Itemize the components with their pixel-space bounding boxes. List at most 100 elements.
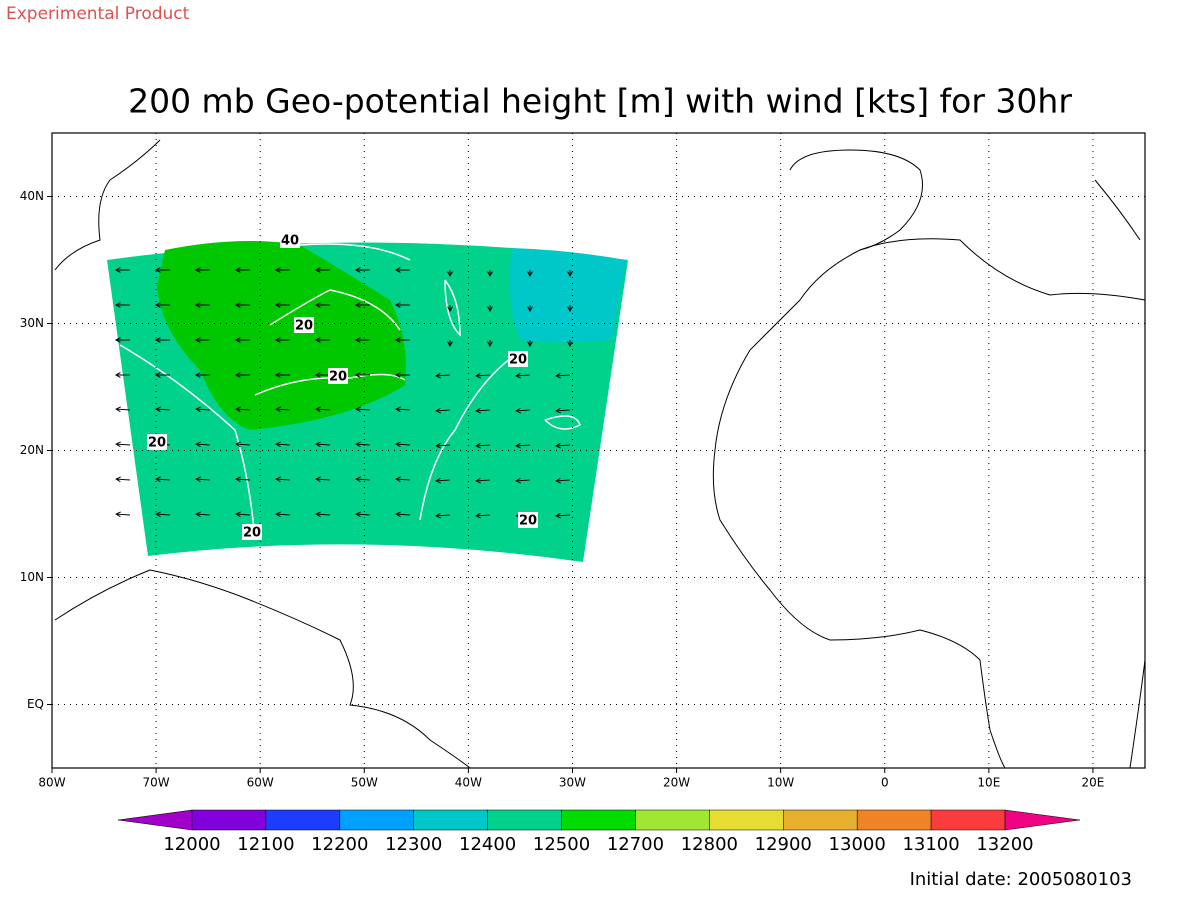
contour-label: 20 — [295, 319, 313, 334]
map-title: 200 mb Geo-potential height [m] with win… — [128, 82, 1072, 121]
wind-arrow — [115, 476, 131, 483]
colorbar-box — [635, 809, 710, 831]
plot-area: 40 20 20 20 20 20 20 — [47, 132, 1146, 773]
wind-arrow — [235, 441, 251, 448]
wind-arrow — [115, 441, 131, 448]
contour-label: 40 — [281, 234, 299, 249]
colorbar-box — [339, 809, 414, 831]
contour-label: 20 — [329, 370, 347, 385]
wind-arrow — [154, 372, 170, 378]
graticule — [47, 133, 1145, 773]
colorbar-triangle — [1004, 809, 1081, 831]
wind-arrow — [234, 337, 250, 343]
wind-arrow — [195, 441, 211, 448]
wind-arrow — [314, 337, 330, 343]
colorbar-label: 12900 — [755, 834, 812, 855]
wind-arrow — [235, 406, 251, 413]
initial-date: Initial date: 2005080103 — [910, 869, 1132, 890]
contour-label-box — [280, 232, 300, 248]
wind-arrow — [354, 372, 370, 378]
wind-arrow — [114, 302, 130, 308]
contour-label: 20 — [243, 526, 261, 541]
wind-arrow — [114, 337, 130, 343]
x-tick-label: 40W — [455, 776, 482, 790]
wind-arrow — [354, 337, 370, 343]
contour-label-box — [147, 434, 167, 450]
wind-arrow — [355, 441, 371, 448]
wind-arrow — [395, 441, 411, 448]
wind-arrow — [555, 512, 571, 519]
wind-arrow — [555, 477, 571, 484]
y-tick-label: 30N — [20, 316, 44, 330]
wind-arrow — [115, 406, 131, 413]
wind-arrow — [115, 511, 131, 518]
map-frame — [51, 132, 1146, 769]
contour-label: 20 — [148, 436, 166, 451]
wind-arrow — [274, 372, 290, 378]
contour-label-box — [508, 351, 528, 367]
x-tick-label: 20E — [1082, 776, 1105, 790]
wind-arrow — [487, 305, 493, 313]
wind-arrow — [435, 407, 451, 414]
wind-arrow — [274, 302, 290, 308]
colorbar-box — [709, 809, 784, 831]
wind-arrow — [527, 270, 533, 278]
colorbar-label: 12000 — [163, 834, 220, 855]
colorbar-box — [783, 809, 858, 831]
contour-label: 20 — [519, 514, 537, 529]
wind-arrow — [394, 302, 410, 308]
wind-arrow — [435, 442, 451, 449]
x-tick-label: 10W — [767, 776, 794, 790]
wind-arrow — [487, 340, 493, 348]
colorbar-label: 12400 — [459, 834, 516, 855]
wind-arrow — [315, 476, 331, 483]
shaded-region — [509, 248, 626, 343]
wind-arrow — [394, 267, 410, 273]
wind-arrow — [355, 476, 371, 483]
wind-arrow — [154, 337, 170, 343]
colorbar-box — [856, 809, 932, 831]
colorbar-box — [413, 809, 488, 831]
colorbar-label: 12700 — [607, 834, 664, 855]
contour-label-box — [518, 512, 538, 528]
wind-arrows — [114, 267, 573, 519]
wind-arrow — [155, 511, 171, 518]
wind-arrow — [567, 305, 573, 313]
wind-arrow — [475, 477, 491, 484]
y-tick-label: 40N — [20, 189, 44, 203]
wind-arrow — [195, 476, 211, 483]
contour-labels: 40 20 20 20 20 20 20 — [147, 232, 538, 541]
wind-arrow — [314, 267, 330, 273]
wind-arrow — [555, 442, 571, 449]
colorbar-label: 13100 — [902, 834, 959, 855]
contour-label-box — [242, 524, 262, 540]
colorbar-box — [265, 809, 341, 831]
wind-arrow — [515, 407, 531, 414]
colorbar: 12000 12100 12200 12300 12400 12500 12700 12800… — [117, 809, 1081, 855]
wind-arrow — [194, 267, 210, 273]
wind-arrow — [234, 372, 250, 378]
wind-arrow — [515, 477, 531, 484]
colorbar-box — [191, 809, 267, 831]
wind-arrow — [527, 340, 533, 348]
wind-arrow — [447, 270, 453, 278]
contour-label: 20 — [509, 353, 527, 368]
wind-arrow — [515, 372, 531, 379]
wind-arrow — [155, 476, 171, 483]
y-tick-label: EQ — [27, 697, 44, 711]
wind-arrow — [314, 302, 330, 308]
wind-arrow — [275, 511, 291, 518]
contour-label-box — [294, 317, 314, 333]
colorbar-label: 12800 — [681, 834, 738, 855]
wind-arrow — [235, 511, 251, 518]
x-tick-label: 10E — [977, 776, 1000, 790]
y-tick-label: 10N — [20, 570, 44, 584]
colorbar-label: 12300 — [385, 834, 442, 855]
wind-arrow — [395, 406, 411, 413]
wind-arrow — [355, 511, 371, 518]
wind-arrow — [154, 302, 170, 308]
wind-arrow — [234, 267, 250, 273]
coastlines — [54, 139, 1146, 769]
colorbar-box — [487, 809, 562, 831]
x-tick-label: 60W — [247, 776, 274, 790]
